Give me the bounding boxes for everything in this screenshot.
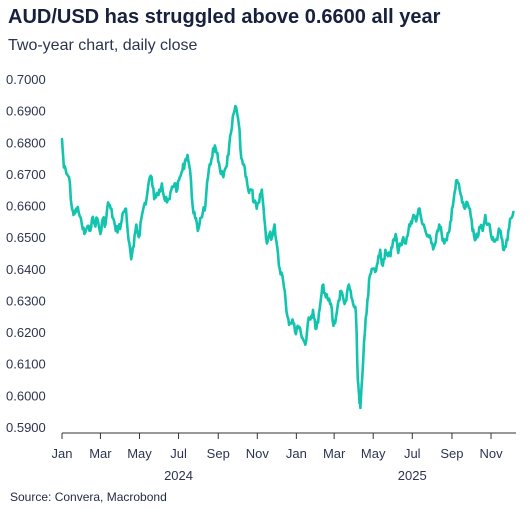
y-tick-label: 0.5900 xyxy=(6,420,46,435)
x-tick-label: May xyxy=(127,446,152,461)
x-tick-label: Jan xyxy=(52,446,73,461)
y-axis: 0.5900 0.6000 0.6100 0.6200 0.6300 0.6400 0.65… xyxy=(6,72,46,435)
y-tick-label: 0.6300 xyxy=(6,293,46,308)
plot-area xyxy=(60,104,515,410)
x-tick-label: Nov xyxy=(479,446,503,461)
x-year-label: 2024 xyxy=(164,468,193,483)
chart-subtitle: Two-year chart, daily close xyxy=(8,37,198,54)
y-tick-label: 0.6200 xyxy=(6,325,46,340)
y-tick-label: 0.6100 xyxy=(6,357,46,372)
y-tick-label: 0.6700 xyxy=(6,167,46,182)
x-tick-label: Jan xyxy=(286,446,307,461)
series-line xyxy=(60,104,515,410)
chart-title: AUD/USD has struggled above 0.6600 all y… xyxy=(8,6,441,28)
y-tick-label: 0.6900 xyxy=(6,104,46,119)
x-tick-label: Sep xyxy=(440,446,463,461)
x-tick-label: Mar xyxy=(323,446,346,461)
x-tick-label: Jul xyxy=(404,446,421,461)
x-year-label: 2025 xyxy=(398,468,427,483)
x-tick-label: May xyxy=(361,446,386,461)
x-tick-label: Nov xyxy=(246,446,270,461)
y-tick-label: 0.6600 xyxy=(6,199,46,214)
x-tick-label: Sep xyxy=(207,446,230,461)
x-tick-label: Jul xyxy=(170,446,187,461)
y-tick-label: 0.7000 xyxy=(6,72,46,87)
y-tick-label: 0.6400 xyxy=(6,262,46,277)
y-tick-label: 0.6000 xyxy=(6,388,46,403)
x-axis: Jan Mar May Jul Sep Nov Jan Mar May Jul Sep Nov 2024… xyxy=(52,432,516,483)
y-tick-label: 0.6800 xyxy=(6,135,46,150)
source-note: Source: Convera, Macrobond xyxy=(10,490,167,504)
x-tick-label: Mar xyxy=(89,446,112,461)
y-tick-label: 0.6500 xyxy=(6,230,46,245)
